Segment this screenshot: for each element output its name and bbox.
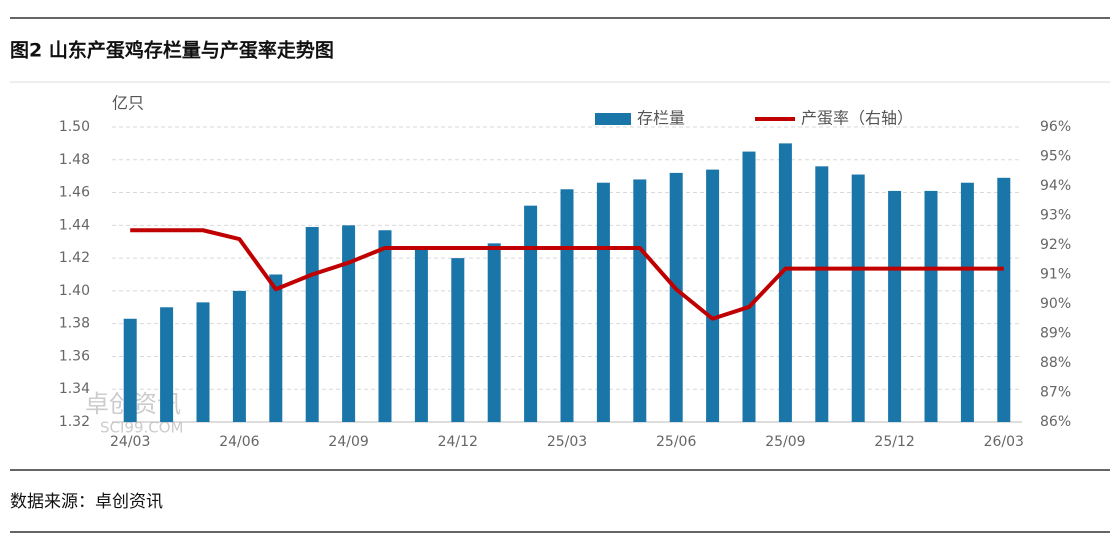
x-tick-label: 24/12 xyxy=(438,434,478,450)
y2-tick-label: 86% xyxy=(1040,414,1071,430)
y-unit: 亿只 xyxy=(112,94,144,113)
x-tick-label: 26/03 xyxy=(984,434,1024,450)
y-tick-label: 1.50 xyxy=(59,119,90,135)
y-tick-label: 1.46 xyxy=(59,185,90,201)
y-tick-label: 1.40 xyxy=(59,283,90,299)
x-tick-label: 24/03 xyxy=(110,434,150,450)
y2-tick-label: 96% xyxy=(1040,119,1071,135)
y2-tick-label: 88% xyxy=(1040,355,1071,371)
bar xyxy=(997,177,1011,422)
y2-tick-label: 92% xyxy=(1040,237,1071,253)
bar xyxy=(778,143,792,422)
legend-label: 产蛋率（右轴） xyxy=(801,109,913,128)
y-tick-label: 1.48 xyxy=(59,152,90,168)
y2-tick-label: 90% xyxy=(1040,296,1071,312)
bar xyxy=(524,205,538,422)
y2-tick-label: 93% xyxy=(1040,208,1071,224)
y-tick-label: 1.34 xyxy=(59,381,90,397)
chart-title: 图2 山东产蛋鸡存栏量与产蛋率走势图 xyxy=(10,39,334,62)
x-tick-label: 25/12 xyxy=(874,434,914,450)
legend-label: 存栏量 xyxy=(637,109,685,128)
bar xyxy=(815,166,829,422)
y2-tick-label: 89% xyxy=(1040,326,1071,342)
y2-tick-label: 91% xyxy=(1040,267,1071,283)
bar xyxy=(960,182,974,422)
bar xyxy=(305,226,319,422)
x-tick-label: 25/03 xyxy=(547,434,587,450)
watermark-sub: SCI99.COM xyxy=(100,419,184,437)
line xyxy=(130,228,1004,321)
x-tick-label: 24/09 xyxy=(328,434,368,450)
source: 数据来源：卓创资讯 xyxy=(10,492,163,512)
y-tick-label: 1.42 xyxy=(59,250,90,266)
plot: 1.32 1.34 1.36 1.38 1.40 1.42 1.44 1.46 1.48 1.50… xyxy=(59,109,1071,451)
bar xyxy=(487,243,501,422)
y2-tick-label: 87% xyxy=(1040,385,1071,401)
bar xyxy=(378,230,392,422)
y2-tick-label: 94% xyxy=(1040,178,1071,194)
y-tick-label: 1.44 xyxy=(59,217,90,233)
bar xyxy=(269,274,283,422)
y2-tick-label: 95% xyxy=(1040,149,1071,165)
bar xyxy=(123,318,137,422)
bar xyxy=(232,290,246,422)
bar xyxy=(888,190,902,422)
x-tick-label: 25/06 xyxy=(656,434,696,450)
bar xyxy=(196,302,210,422)
x-tick-label: 25/09 xyxy=(765,434,805,450)
bar xyxy=(342,225,356,422)
bar xyxy=(706,169,720,422)
y-tick-label: 1.32 xyxy=(59,414,90,430)
bar xyxy=(633,179,647,422)
bar xyxy=(160,307,174,422)
bar xyxy=(669,172,683,422)
bar xyxy=(742,151,756,423)
bar xyxy=(451,258,465,422)
bar xyxy=(560,189,574,422)
bar xyxy=(851,174,865,422)
x-tick-label: 24/06 xyxy=(219,434,259,450)
bar xyxy=(414,249,428,422)
legend-swatch xyxy=(595,113,631,125)
bar xyxy=(924,190,938,422)
y-tick-label: 1.36 xyxy=(59,348,90,364)
y-tick-label: 1.38 xyxy=(59,316,90,332)
bar xyxy=(596,182,610,422)
